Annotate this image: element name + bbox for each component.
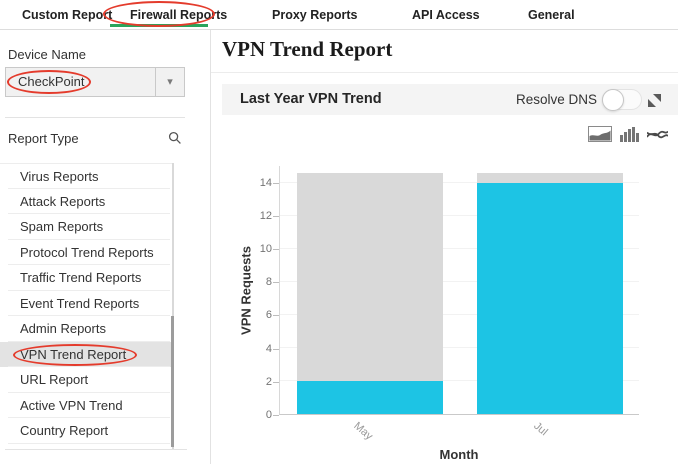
y-tick-mark-0 [273,415,279,416]
tab-general[interactable]: General [528,8,575,22]
area-chart-icon[interactable] [588,126,612,147]
sidebar-scrollbar-track[interactable] [172,163,174,449]
y-tick-label-4: 4 [265,342,272,355]
sidebar-item-traffic-trend-reports[interactable]: Traffic Trend Reports [0,265,174,291]
y-tick-label-10: 10 [259,243,272,255]
device-select[interactable]: CheckPoint ▾ [5,67,185,97]
device-select-value: CheckPoint [18,74,85,89]
gridline-y6 [280,313,639,315]
x-tick-label-jul: Jul [531,420,550,439]
chevron-down-icon[interactable]: ▾ [155,68,184,96]
resolve-dns-label: Resolve DNS [515,92,597,107]
y-tick-mark-4 [273,348,279,350]
report-type-list: Virus Reports Attack Reports Spam Reports P… [0,163,174,444]
sidebar-item-url-report[interactable]: URL Report [0,367,174,393]
y-tick-label-14: 14 [259,176,272,189]
gridline-y8 [280,280,639,282]
panel-title: Last Year VPN Trend [240,91,382,107]
top-tab-bar: Custom Report Firewall Reports Proxy Repor… [0,0,678,30]
sidebar-divider [5,117,185,118]
gridline-y2 [280,379,639,381]
gridline-y12 [280,214,639,216]
resolve-dns-toggle[interactable] [602,89,642,111]
chart-type-switcher [588,126,669,147]
sidebar-item-country-report[interactable]: Country Report [0,418,174,444]
gridline-y10 [280,247,639,249]
y-tick-mark-8 [273,282,279,284]
y-tick-mark-14 [273,182,279,184]
bar-may[interactable] [297,380,443,414]
device-name-label: Device Name [8,47,87,62]
title-divider [211,72,678,73]
sidebar-item-event-trend-reports[interactable]: Event Trend Reports [0,290,174,316]
sidebar-item-vpn-trend-report[interactable]: VPN Trend Report [0,341,174,367]
sidebar-item-admin-reports[interactable]: Admin Reports [0,316,174,342]
tab-proxy-reports[interactable]: Proxy Reports [272,8,358,22]
background-bar-may [297,172,443,414]
report-type-label: Report Type [8,131,79,146]
x-axis-title: Month [439,447,479,462]
sidebar-item-active-vpn-trend[interactable]: Active VPN Trend [0,392,174,418]
gridline-y14 [280,181,639,183]
sidebar-scrollbar-thumb[interactable] [171,316,174,447]
y-tick-label-2: 2 [265,375,272,388]
bar-chart-icon[interactable] [620,126,639,147]
y-tick-label-0: 0 [265,409,272,421]
chart-plot-area [279,166,639,415]
page-title: VPN Trend Report [222,37,393,61]
sidebar-bottom-divider [5,449,187,450]
active-tab-underline [110,24,208,27]
sidebar-item-attack-reports[interactable]: Attack Reports [0,188,174,214]
tab-custom-report[interactable]: Custom Report [22,8,113,22]
y-tick-label-6: 6 [265,309,272,322]
expand-diagonal-icon[interactable] [648,94,661,107]
tab-firewall-reports[interactable]: Firewall Reports [130,8,228,22]
sidebar-main-divider [210,30,211,464]
search-icon[interactable] [168,131,182,150]
x-tick-label-may: May [351,420,375,443]
sidebar-item-protocol-trend-reports[interactable]: Protocol Trend Reports [0,239,174,265]
gridline-y4 [280,346,639,348]
y-tick-mark-12 [273,215,279,217]
toggle-knob [602,89,624,111]
sidebar-item-virus-reports[interactable]: Virus Reports [0,163,174,189]
line-chart-icon[interactable] [646,126,669,147]
y-tick-label-8: 8 [265,276,272,289]
bar-jul[interactable] [477,182,623,414]
sidebar-item-spam-reports[interactable]: Spam Reports [0,214,174,240]
y-tick-mark-2 [273,381,279,383]
y-tick-mark-6 [273,315,279,317]
y-tick-label-12: 12 [259,209,272,222]
tab-api-access[interactable]: API Access [412,8,480,22]
y-tick-mark-10 [273,249,279,250]
